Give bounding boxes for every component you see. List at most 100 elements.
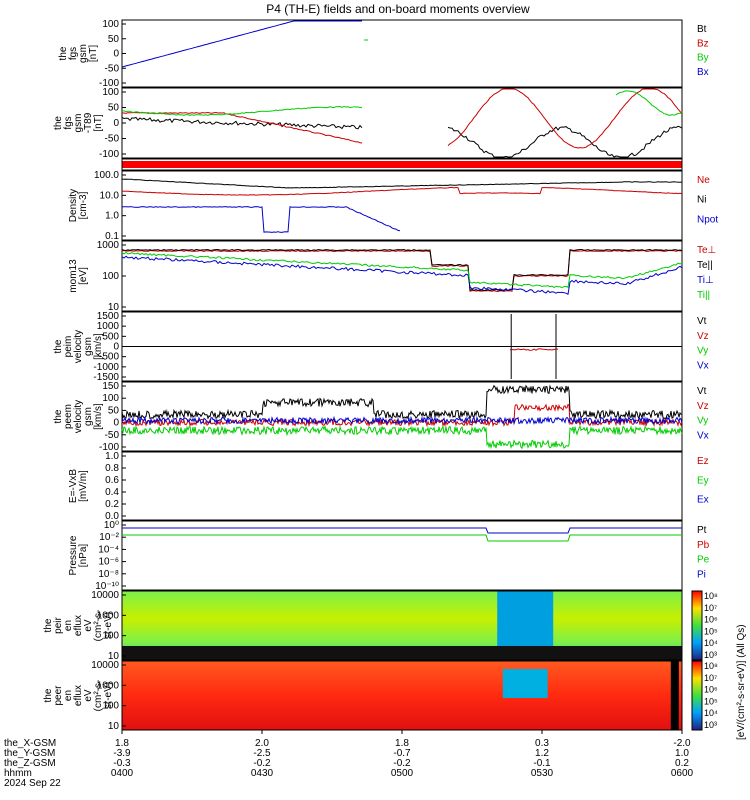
y-label-line: sr-eV)	[103, 682, 114, 709]
legend-entry: Vx	[697, 360, 709, 371]
y-label-line: the	[53, 409, 64, 423]
x-tick-label: 0.3	[535, 738, 549, 749]
y-label-line: [mV/m]	[78, 470, 89, 502]
legend-entry: Vt	[697, 316, 707, 327]
x-tick-label: 1.8	[115, 738, 129, 749]
y-tick-label: 10⁻⁴	[98, 544, 119, 555]
trace-by2	[121, 105, 362, 116]
y-tick-label: 0.1	[105, 231, 119, 242]
trace-vz	[121, 403, 683, 428]
y-label-line: sr-eV)	[103, 612, 114, 639]
y-tick-label: 100.0	[94, 170, 119, 181]
legend-entry: Npot	[697, 214, 718, 225]
y-label-line: eflux	[73, 685, 84, 706]
x-tick-label: -2.0	[673, 738, 691, 749]
y-tick-label: 100	[102, 19, 119, 30]
x-tick-label: -0.2	[253, 758, 271, 769]
y-label-line: gsm	[83, 407, 94, 426]
legend-entry: Pb	[697, 540, 710, 551]
x-tick-label: -0.3	[113, 758, 131, 769]
x-axis-labels: the_X-GSM 1.8 2.0 1.8 0.3 -2.0 the_Y-GSM -3.9 -2…	[4, 730, 694, 789]
x-tick-label: 1.2	[535, 748, 549, 759]
trace-npot	[121, 206, 401, 233]
y-label-line: velocity	[73, 330, 84, 363]
trace-pe	[122, 534, 682, 542]
colorbar-tick: 10⁷	[704, 603, 717, 613]
y-label-line: velocity	[73, 400, 84, 433]
legend-entry: Bz	[697, 38, 709, 49]
y-tick-label: 100	[102, 393, 119, 404]
y-tick-label: 10	[108, 302, 120, 313]
y-label-line: peir	[53, 616, 64, 633]
y-label-line: eflux	[73, 615, 84, 636]
y-tick-label: 0	[113, 418, 119, 429]
legend-entry: Pi	[697, 569, 706, 580]
y-label-line: Pressure	[68, 535, 79, 575]
y-label-line: the	[53, 339, 64, 353]
y-tick-label: 100	[102, 701, 119, 712]
y-axis-label: mom13 [eV]	[68, 259, 89, 293]
y-axis-label: the peer en eflux eV (cm²-s-sr-eV)	[43, 680, 114, 712]
plot-title: P4 (TH-E) fields and on-board moments ov…	[266, 2, 530, 16]
y-axis-label: the peim velocity gsm [km/s]	[53, 330, 104, 363]
panel-frame	[121, 381, 683, 452]
x-tick-label: -0.2	[393, 758, 411, 769]
legend-entry: Vz	[697, 401, 709, 412]
y-tick-label: 10⁻⁶	[98, 557, 119, 568]
y-axis-label: the fgs gsm [nT]	[58, 44, 99, 63]
y-tick-label: 0	[113, 342, 119, 353]
y-label-line: en	[63, 690, 74, 701]
trace-by2	[615, 90, 683, 116]
y-axis-label: Pressure [nPa]	[68, 535, 89, 575]
y-tick-label: -100	[99, 78, 119, 89]
y-label-line: [km/s]	[93, 333, 104, 360]
panel-peer: 10000 1000 100 10 the peer en eflux eV (cm²-s-sr-…	[43, 660, 683, 732]
legend-entry: Pe	[697, 555, 710, 566]
y-tick-label: 0.8	[105, 463, 119, 474]
y-tick-label: -500	[99, 352, 119, 363]
x-tick-label: 0.2	[675, 758, 689, 769]
y-label-line: the	[43, 618, 54, 632]
panel-fgs: 100 50 0 -50 -100 the fgs gsm [nT] Bt Bz By Bx	[58, 19, 709, 89]
legend-entry: Ti||	[697, 290, 710, 301]
x-tick-label: 0500	[391, 768, 414, 779]
trace-pi	[122, 527, 682, 534]
y-tick-label: 10000	[91, 660, 119, 671]
x-row-label: the_X-GSM	[4, 738, 56, 749]
y-label-line: eV	[83, 619, 94, 632]
spectrogram-peir-gap	[497, 591, 554, 652]
trace-vz	[509, 348, 559, 351]
y-tick-label: 0.0	[105, 511, 119, 522]
panel-efield: 1.00.80.60.40.20.0 E=-VxB [mV/m] Ez Ey Ex	[68, 451, 709, 522]
y-tick-label: 1.0	[105, 211, 119, 222]
panel-peir: 10000 1000 100 10 the peir en eflux eV (cm²-s-sr-…	[43, 590, 683, 662]
panel-frame	[121, 590, 683, 661]
trace-bz	[122, 111, 363, 144]
y-label-line: (cm²-s-	[93, 680, 104, 712]
y-tick-label: 500	[102, 331, 119, 342]
legend-entry: Te||	[697, 260, 713, 271]
colorbar-tick: 10⁸	[704, 591, 718, 601]
y-axis-label: E=-VxB [mV/m]	[68, 469, 89, 504]
y-label-line: -T89	[83, 112, 94, 133]
legend-entry: Bt	[697, 24, 707, 35]
y-tick-label: 10⁻⁸	[98, 569, 119, 580]
panel-temp: 1000 100 10 mom13 [eV] Te⊥ Te|| Ti⊥ Ti||	[68, 240, 716, 313]
y-tick-label: 10	[108, 651, 120, 662]
y-tick-label: 100	[102, 87, 119, 98]
colorbar-tick: 10⁴	[704, 708, 718, 718]
x-tick-label: 0600	[671, 768, 694, 779]
y-label-line: en	[63, 620, 74, 631]
trace-bx	[121, 20, 362, 68]
y-label-line: the	[53, 116, 64, 130]
y-tick-label: 1000	[97, 610, 120, 621]
colorbar-tick: 10⁶	[704, 685, 718, 695]
colorbar-tick: 10³	[704, 720, 717, 730]
legend-entry: Vy	[697, 346, 708, 357]
y-label-line: [cm-3]	[78, 191, 89, 219]
y-tick-label: 50	[108, 103, 120, 114]
colorbar-tick: 10⁴	[704, 638, 718, 648]
trace-ni	[121, 178, 683, 189]
colorbar-tick: 10⁵	[704, 626, 718, 636]
